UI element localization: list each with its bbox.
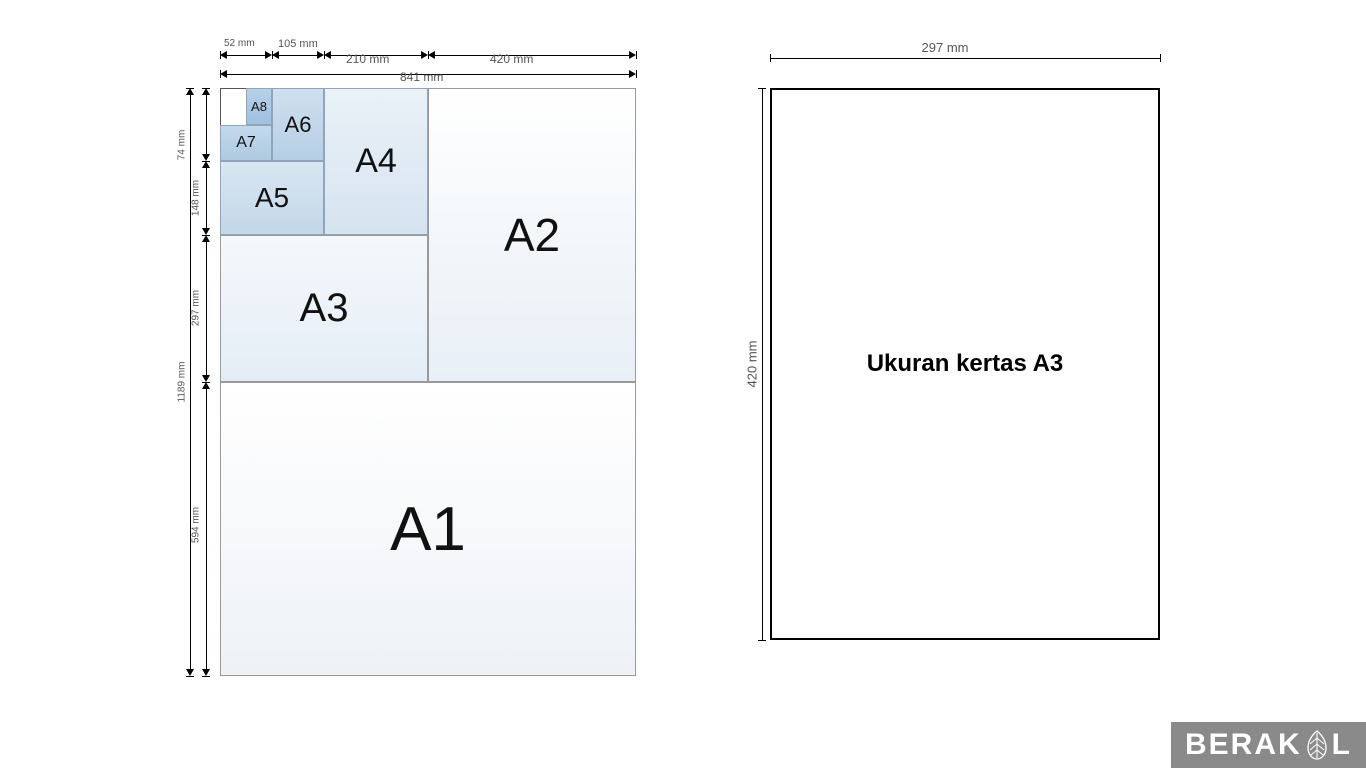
- dim-label: 297 mm: [191, 290, 202, 326]
- paper-a8: A8: [246, 88, 272, 125]
- dim-label: 594 mm: [191, 507, 202, 543]
- paper-label-a5: A5: [255, 182, 289, 214]
- dim-label: 74 mm: [177, 130, 188, 161]
- paper-label-a4: A4: [355, 142, 397, 181]
- dim-label: 420 mm: [490, 52, 533, 66]
- a3-width-label: 297 mm: [922, 40, 969, 55]
- paper-label-a7: A7: [236, 134, 256, 152]
- leaf-icon: [1304, 730, 1330, 760]
- paper-a7: A7: [220, 125, 272, 161]
- dim-label: 52 mm: [224, 38, 255, 49]
- a3-panel-title: Ukuran kertas A3: [867, 350, 1064, 378]
- paper-a2: A2: [428, 88, 636, 382]
- paper-label-a6: A6: [285, 112, 312, 138]
- dim-label: 841 mm: [400, 70, 443, 84]
- paper-a6: A6: [272, 88, 324, 161]
- paper-label-a8: A8: [251, 99, 267, 114]
- dim-label: 148 mm: [191, 180, 202, 216]
- dim-label: 1189 mm: [177, 362, 188, 403]
- watermark-text-before: BERAK: [1185, 728, 1302, 762]
- paper-label-a3: A3: [300, 286, 349, 331]
- paper-label-a2: A2: [504, 208, 560, 262]
- dim-label: 210 mm: [346, 52, 389, 66]
- paper-a5: A5: [220, 161, 324, 235]
- paper-a4: A4: [324, 88, 428, 235]
- paper-label-a1: A1: [390, 494, 466, 565]
- watermark-logo: BERAK L: [1171, 722, 1366, 768]
- a3-size-panel: Ukuran kertas A3: [770, 88, 1160, 640]
- a3-height-label: 420 mm: [745, 341, 760, 388]
- paper-a1: A1: [220, 382, 636, 676]
- paper-a3: A3: [220, 235, 428, 382]
- dim-label: 105 mm: [278, 38, 318, 50]
- watermark-text-after: L: [1332, 728, 1352, 762]
